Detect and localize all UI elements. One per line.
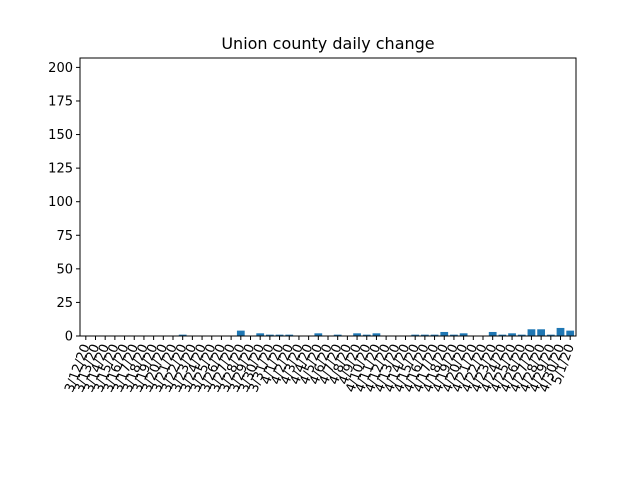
y-tick-label: 175	[48, 94, 73, 109]
y-tick-label: 200	[48, 61, 73, 76]
y-tick-label: 150	[48, 128, 73, 143]
bar-4/29/20	[546, 334, 555, 336]
bar-4/24/20	[498, 334, 507, 336]
bar-4/1/20	[275, 334, 284, 336]
y-axis: 0 25 50 75 100 125 150 175 200	[48, 61, 80, 345]
bar-4/16/20	[421, 334, 429, 336]
bar-3/28/20	[236, 330, 245, 336]
y-tick-label: 100	[48, 195, 73, 210]
bar-4/17/20	[430, 334, 439, 336]
y-tick-label: 50	[56, 262, 73, 277]
bar-4/10/20	[362, 334, 371, 336]
bar-4/28/20	[537, 329, 545, 336]
bar-4/7/20	[333, 334, 342, 336]
bar-4/23/20	[488, 331, 497, 336]
bar-4/15/20	[411, 334, 420, 336]
bar-4/26/20	[517, 334, 526, 336]
bar-4/30/20	[556, 327, 565, 336]
bar-4/27/20	[527, 329, 536, 336]
bar-4/2/20	[285, 334, 294, 336]
bar-4/11/20	[372, 333, 381, 336]
bars	[178, 327, 575, 336]
bar-5/1/20	[566, 330, 575, 336]
x-axis: 3/12/203/13/203/14/203/15/203/16/203/17/…	[62, 336, 578, 394]
bar-4/25/20	[508, 333, 516, 336]
bar-4/9/20	[353, 333, 361, 336]
y-tick-label: 25	[56, 296, 73, 311]
y-tick-label: 75	[56, 229, 73, 244]
bar-3/22/20	[178, 334, 187, 336]
bar-3/30/20	[256, 333, 265, 336]
bar-4/20/20	[459, 333, 468, 336]
bar-4/18/20	[440, 331, 449, 336]
bar-4/5/20	[314, 333, 323, 336]
bar-4/19/20	[450, 334, 458, 336]
plot-area-frame	[79, 57, 577, 337]
chart-title: Union county daily change	[221, 34, 434, 53]
y-tick-label: 0	[65, 330, 73, 345]
y-tick-label: 125	[48, 162, 73, 177]
bar-3/31/20	[266, 334, 274, 336]
